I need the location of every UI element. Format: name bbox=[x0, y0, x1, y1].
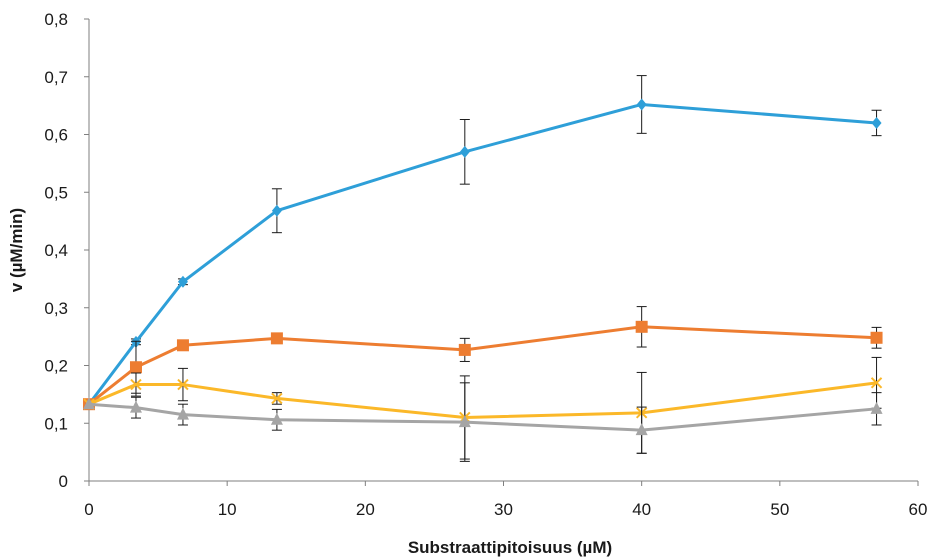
data-point-triangle bbox=[129, 400, 142, 413]
y-tick-label: 0,4 bbox=[44, 241, 68, 260]
data-point-triangle bbox=[176, 407, 189, 420]
x-tick-label: 20 bbox=[356, 500, 375, 519]
series-2 bbox=[83, 306, 883, 411]
y-axis-title: v (µM/min) bbox=[7, 208, 26, 292]
data-point-diamond bbox=[177, 275, 188, 288]
data-point-diamond bbox=[459, 145, 470, 158]
data-point-square bbox=[635, 320, 648, 333]
data-point-square bbox=[176, 339, 189, 352]
y-tick-label: 0,5 bbox=[44, 183, 68, 202]
y-axis: 0 0,1 0,2 0,3 0,4 0,5 0,6 0,7 0,8 bbox=[44, 10, 90, 491]
data-point-square bbox=[129, 361, 142, 374]
data-point-diamond bbox=[271, 204, 282, 217]
data-point-square bbox=[870, 331, 883, 344]
series-line bbox=[87, 102, 877, 406]
x-tick-label: 40 bbox=[632, 500, 651, 519]
data-point-diamond bbox=[636, 98, 647, 111]
x-tick-label: 10 bbox=[218, 500, 237, 519]
series-3 bbox=[83, 356, 883, 460]
plot-area bbox=[83, 75, 883, 462]
y-tick-label: 0,6 bbox=[44, 126, 68, 145]
y-tick-label: 0,8 bbox=[44, 10, 68, 29]
data-point-triangle bbox=[458, 415, 471, 428]
series-1 bbox=[84, 75, 882, 411]
x-axis-title: Substraattipitoisuus (µM) bbox=[408, 538, 612, 557]
data-point-triangle bbox=[635, 423, 648, 436]
data-point-x bbox=[177, 378, 189, 391]
x-tick-label: 60 bbox=[909, 500, 928, 519]
data-point-diamond bbox=[871, 116, 882, 129]
series-4 bbox=[83, 382, 883, 462]
data-point-triangle bbox=[870, 401, 883, 414]
x-tick-label: 30 bbox=[494, 500, 513, 519]
y-tick-label: 0,3 bbox=[44, 299, 68, 318]
x-tick-label: 0 bbox=[84, 500, 93, 519]
y-tick-label: 0 bbox=[59, 472, 68, 491]
x-tick-label: 50 bbox=[770, 500, 789, 519]
data-point-square bbox=[458, 343, 471, 356]
data-point-triangle bbox=[83, 397, 95, 410]
data-point-x bbox=[130, 378, 142, 391]
y-tick-label: 0,7 bbox=[44, 68, 68, 87]
series-line bbox=[88, 381, 877, 419]
y-tick-label: 0,2 bbox=[44, 357, 68, 376]
series-line bbox=[88, 325, 877, 406]
data-point-x bbox=[271, 392, 283, 405]
y-tick-label: 0,1 bbox=[44, 414, 68, 433]
data-point-square bbox=[270, 332, 283, 345]
data-point-x bbox=[870, 377, 883, 389]
x-axis: 0 10 20 30 40 50 60 bbox=[84, 480, 928, 519]
data-point-triangle bbox=[270, 412, 283, 425]
